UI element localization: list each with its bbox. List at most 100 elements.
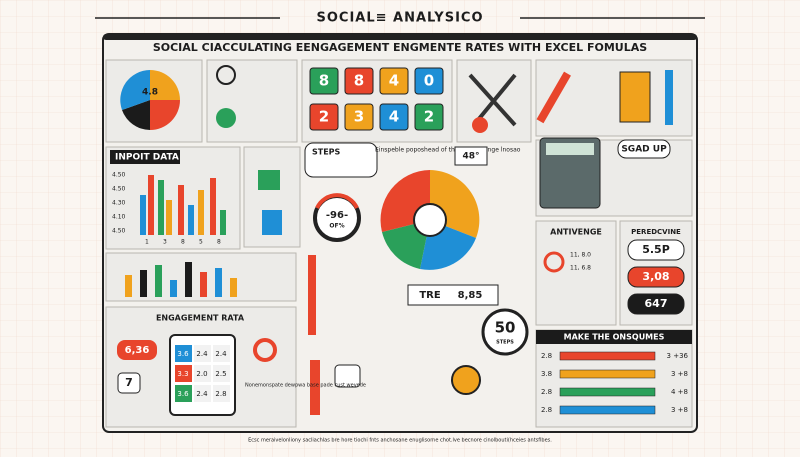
table-value: 2.4 [196,350,208,358]
calculator [539,137,601,209]
tile [414,67,444,95]
input-title: INPOIT DATA [115,153,179,163]
antivenge-title: ANTIVENGE [550,228,602,237]
engagement-table: 3.6 2.4 2.4 3.3 2.0 2.5 3.6 2.4 2.8 [175,345,230,402]
steps-number: 50 [495,319,516,337]
engagement-badge-small: 7 [125,376,133,389]
temperature: 48° [462,152,479,162]
row-value: 3 +36 [667,352,689,360]
row-bar [559,387,656,397]
panel [206,59,298,143]
tile [379,67,409,95]
icon [543,251,565,273]
tile-label: 4 [389,108,399,126]
engagement-note: Nonemonspate dewpwa base pade cust weved… [245,383,366,389]
table-value: 2.0 [196,370,207,378]
make-rows: 2.8 3 +36 3.8 3 +8 2.8 4 +8 2.8 3 +8 [541,351,689,415]
header-title: SOCIAL≡ ANALYSICO [316,11,483,26]
tile-label: 4 [389,72,399,90]
icon [262,210,282,235]
peredcvine-title: PEREDCVINE [631,228,681,236]
frame-top [103,34,697,40]
tile-label: 2 [319,108,329,126]
y-tick-label: 4.10 [112,214,126,221]
peredcvine-values: 5.5P 3,08 647 [627,239,685,315]
tile [309,103,339,131]
engagement-title: ENGAGEMENT RATA [156,314,245,323]
input-bars [140,175,226,235]
table-value: 2.4 [215,350,227,358]
table-cell [213,345,230,362]
bulb [451,365,481,395]
make-title: MAKE THE ONSQUMES [564,333,665,342]
antivenge-item: 11, 6.8 [570,265,591,272]
tile [414,103,444,131]
value: 5.5P [642,243,670,256]
value-pill [627,293,685,315]
steps-text: Einspeble poposhead of the movesoonge ln… [375,147,521,154]
icon [216,108,236,128]
pencil [536,71,571,124]
icon [258,170,280,190]
row-value: 3 +8 [671,370,688,378]
tile-label: 0 [424,72,434,90]
row-value: 4 +8 [671,388,688,396]
badge [454,146,488,166]
gauge-arc [315,193,359,209]
pencil [308,255,316,335]
tools-icon [468,73,517,127]
label-bg [536,330,692,344]
y-tick-label: 4.50 [112,228,126,235]
row-bar [559,405,656,415]
table-value: 2.4 [196,390,208,398]
x-tick-label: 8 [217,239,221,246]
table-value: 2.5 [215,370,226,378]
steps-title: STEPS [312,148,341,157]
tile-label: 8 [354,72,364,90]
table-cell [175,345,192,362]
row-label: 2.8 [541,406,552,414]
x-tick-label: 3 [163,239,167,246]
table-cell [213,365,230,382]
row-label: 3.8 [541,370,552,378]
panel [243,146,301,248]
y-tick-label: 4.50 [112,172,126,179]
table-value: 3.3 [177,370,188,378]
banner-title: SOCIAL CIACCULATING EENGAGEMENT ENGMENTE… [153,41,647,54]
pie-label: 4.8 [142,88,158,98]
icon [334,364,361,388]
row-bar [559,369,656,379]
pie-icon [120,70,180,130]
table-cell [194,365,211,382]
table-cell [194,345,211,362]
badge [117,340,157,360]
icon [216,65,236,85]
tile [309,67,339,95]
table-value: 3.6 [177,390,189,398]
center-pie [380,170,480,270]
icon [472,117,488,133]
bubble [304,142,378,178]
row-label: 2.8 [541,352,552,360]
antivenge-item: 11, 8.0 [570,252,591,259]
label-bg [110,150,180,164]
gauge-label: OF% [329,223,344,230]
value: 647 [645,297,668,310]
tre-label: TRE [419,290,441,301]
table-value: 3.6 [177,350,189,358]
y-tick-label: 4.30 [112,200,126,207]
pencil [665,70,673,125]
table-cell [175,385,192,402]
tile [379,103,409,131]
engagement-badge: 6,36 [125,345,150,356]
calculator-button: SGAD UP [621,145,667,155]
x-tick-label: 1 [145,239,149,246]
steps-badge [481,308,529,356]
y-tick-label: 4.50 [112,186,126,193]
input-ticks: 4.50 4.50 4.30 4.10 4.50 1 3 8 5 8 [112,172,221,246]
tre-box [407,284,499,306]
row-bars [125,262,237,297]
tile [344,103,374,131]
